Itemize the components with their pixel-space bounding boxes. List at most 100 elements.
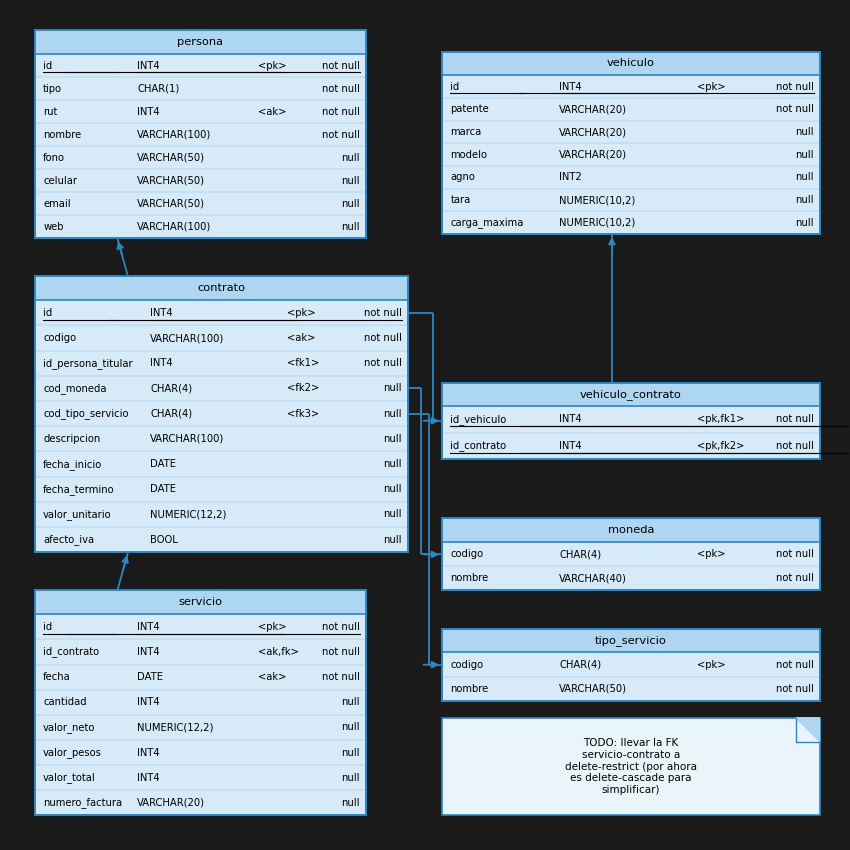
Text: nombre: nombre — [450, 574, 489, 583]
Text: <pk,fk1>: <pk,fk1> — [697, 415, 745, 424]
Text: email: email — [43, 199, 71, 209]
Text: null: null — [341, 222, 360, 232]
Text: not null: not null — [364, 333, 402, 343]
Text: not null: not null — [776, 105, 813, 115]
Text: agno: agno — [450, 173, 475, 183]
Text: id_persona_titular: id_persona_titular — [43, 358, 133, 369]
Text: VARCHAR(100): VARCHAR(100) — [150, 333, 224, 343]
Text: null: null — [795, 127, 813, 137]
Polygon shape — [796, 717, 819, 741]
Text: null: null — [795, 173, 813, 183]
Bar — [442, 518, 819, 542]
Text: INT4: INT4 — [150, 308, 173, 318]
Text: not null: not null — [776, 660, 813, 670]
Bar — [442, 518, 819, 591]
Text: INT4: INT4 — [559, 82, 581, 92]
Text: fecha: fecha — [43, 672, 71, 682]
Bar — [442, 382, 819, 459]
Bar — [35, 591, 366, 615]
Text: not null: not null — [776, 574, 813, 583]
Text: <fk1>: <fk1> — [286, 358, 319, 368]
Text: codigo: codigo — [43, 333, 76, 343]
Text: fecha_inicio: fecha_inicio — [43, 459, 102, 469]
Text: not null: not null — [322, 672, 360, 682]
Text: cantidad: cantidad — [43, 697, 87, 707]
Text: <ak>: <ak> — [258, 107, 286, 116]
Text: INT4: INT4 — [137, 697, 160, 707]
Text: not null: not null — [322, 622, 360, 632]
Text: NUMERIC(10,2): NUMERIC(10,2) — [559, 195, 635, 205]
Bar — [35, 276, 408, 552]
Text: persona: persona — [177, 37, 223, 48]
Text: null: null — [341, 153, 360, 162]
Text: null: null — [383, 509, 402, 519]
Bar — [442, 52, 819, 76]
Text: DATE: DATE — [137, 672, 163, 682]
Text: rut: rut — [43, 107, 58, 116]
Text: DATE: DATE — [150, 459, 177, 469]
Text: CHAR(4): CHAR(4) — [559, 660, 601, 670]
Text: tipo: tipo — [43, 83, 62, 94]
Text: null: null — [341, 798, 360, 808]
Bar — [35, 276, 408, 300]
Text: <pk>: <pk> — [697, 549, 725, 559]
Text: CHAR(4): CHAR(4) — [150, 383, 192, 394]
Bar — [442, 629, 819, 700]
Bar — [35, 31, 366, 54]
Text: <pk>: <pk> — [258, 622, 286, 632]
Text: null: null — [795, 150, 813, 160]
Text: valor_total: valor_total — [43, 772, 96, 783]
Text: not null: not null — [776, 415, 813, 424]
Text: null: null — [341, 722, 360, 733]
Text: numero_factura: numero_factura — [43, 797, 122, 808]
Text: null: null — [341, 199, 360, 209]
Text: cod_tipo_servicio: cod_tipo_servicio — [43, 408, 128, 419]
Text: VARCHAR(20): VARCHAR(20) — [559, 105, 627, 115]
Text: nombre: nombre — [450, 683, 489, 694]
Text: id_contrato: id_contrato — [450, 440, 507, 451]
Text: valor_unitario: valor_unitario — [43, 509, 111, 520]
Text: null: null — [795, 195, 813, 205]
Text: null: null — [341, 176, 360, 186]
Text: fono: fono — [43, 153, 65, 162]
Text: modelo: modelo — [450, 150, 487, 160]
Text: not null: not null — [322, 647, 360, 657]
Text: NUMERIC(12,2): NUMERIC(12,2) — [150, 509, 227, 519]
Text: afecto_iva: afecto_iva — [43, 535, 94, 545]
Text: id: id — [450, 82, 460, 92]
Text: TODO: llevar la FK
servicio-contrato a
delete-restrict (por ahora
es delete-casc: TODO: llevar la FK servicio-contrato a d… — [564, 739, 697, 795]
Text: moneda: moneda — [608, 525, 654, 536]
Text: null: null — [383, 409, 402, 419]
Text: VARCHAR(50): VARCHAR(50) — [137, 153, 205, 162]
Text: <ak,fk>: <ak,fk> — [258, 647, 299, 657]
Bar — [442, 406, 819, 459]
Text: DATE: DATE — [150, 484, 177, 495]
Text: VARCHAR(20): VARCHAR(20) — [559, 127, 627, 137]
Text: NUMERIC(12,2): NUMERIC(12,2) — [137, 722, 213, 733]
Text: codigo: codigo — [450, 660, 484, 670]
Text: patente: patente — [450, 105, 490, 115]
Text: VARCHAR(100): VARCHAR(100) — [137, 130, 212, 139]
Text: not null: not null — [776, 683, 813, 694]
Text: <pk>: <pk> — [697, 82, 725, 92]
Text: null: null — [383, 459, 402, 469]
Text: null: null — [795, 218, 813, 228]
Text: null: null — [341, 773, 360, 783]
Text: INT4: INT4 — [137, 107, 160, 116]
Text: not null: not null — [364, 308, 402, 318]
Text: web: web — [43, 222, 64, 232]
Text: <ak>: <ak> — [286, 333, 315, 343]
Text: INT4: INT4 — [559, 415, 581, 424]
Text: NUMERIC(10,2): NUMERIC(10,2) — [559, 218, 635, 228]
Bar — [442, 717, 819, 815]
Text: <fk2>: <fk2> — [286, 383, 319, 394]
Text: <pk>: <pk> — [286, 308, 315, 318]
Text: not null: not null — [364, 358, 402, 368]
Bar — [442, 76, 819, 234]
Bar — [442, 542, 819, 591]
Text: <pk>: <pk> — [697, 660, 725, 670]
Text: INT4: INT4 — [137, 622, 160, 632]
Text: INT4: INT4 — [137, 747, 160, 757]
Text: null: null — [341, 747, 360, 757]
Text: vehiculo: vehiculo — [607, 59, 654, 69]
